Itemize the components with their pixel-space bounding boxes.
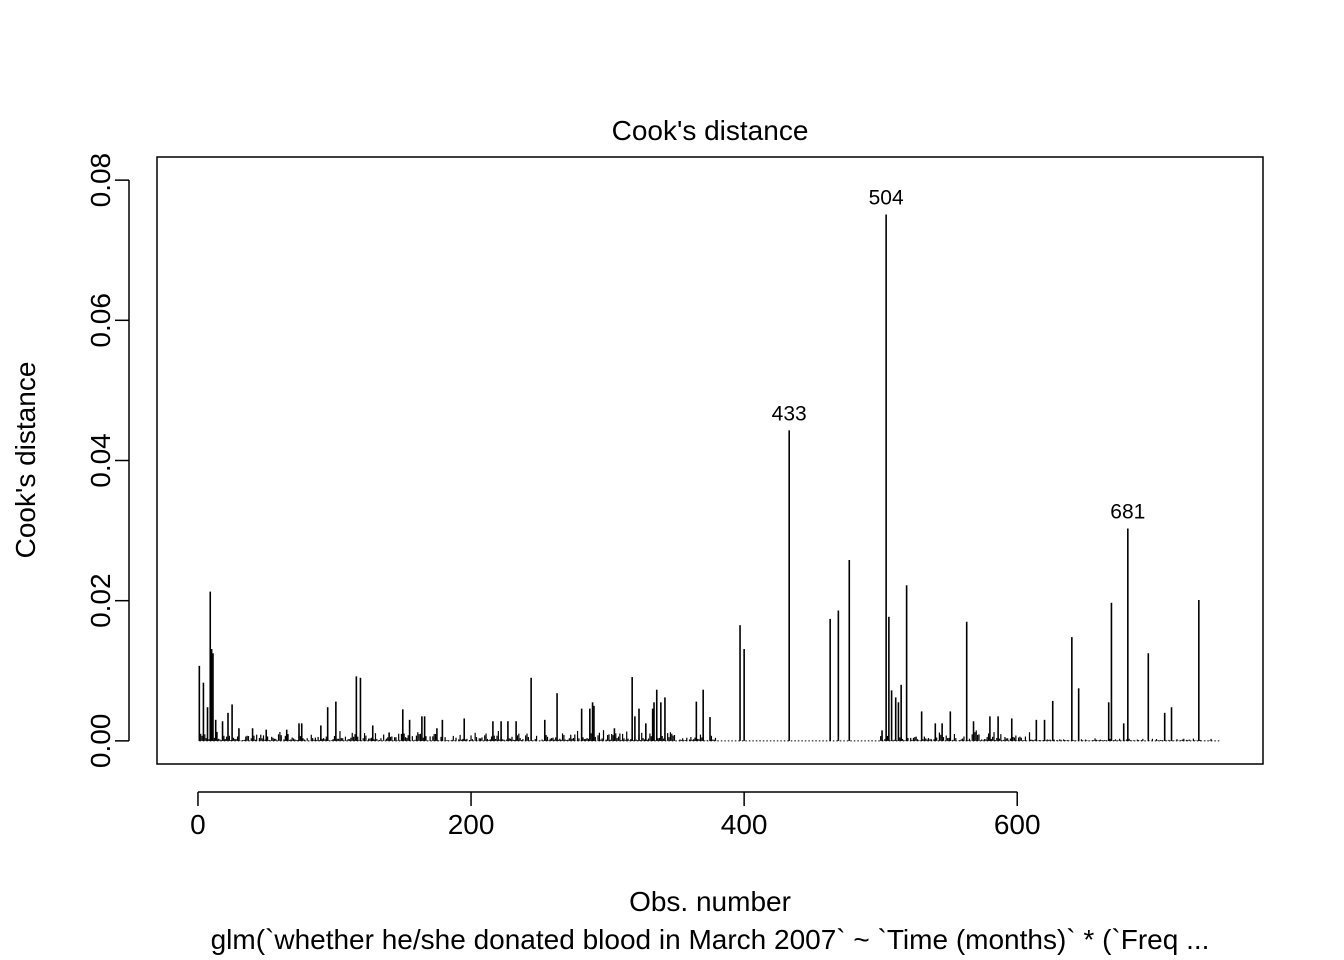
cooks-distance-spikes	[198, 214, 1220, 742]
chart-title: Cook's distance	[612, 115, 809, 146]
influential-point-labels: 433 504 681	[772, 186, 1146, 523]
influential-point-label: 504	[869, 186, 904, 209]
x-axis-ticks: 0 200 400 600	[190, 792, 1041, 840]
x-tick-label: 400	[721, 809, 768, 840]
model-formula-subtitle: glm(`whether he/she donated blood in Mar…	[211, 924, 1210, 955]
y-tick-label: 0.00	[85, 714, 116, 769]
x-tick-label: 0	[190, 809, 206, 840]
influential-point-label: 681	[1110, 500, 1145, 523]
x-tick-label: 200	[448, 809, 495, 840]
y-tick-label: 0.06	[85, 293, 116, 348]
influential-point-label: 433	[772, 402, 807, 425]
plot-frame	[156, 156, 1264, 765]
x-axis-label: Obs. number	[629, 886, 791, 917]
y-tick-label: 0.02	[85, 573, 116, 628]
y-tick-label: 0.08	[85, 153, 116, 208]
x-tick-label: 600	[994, 809, 1041, 840]
y-axis-ticks: 0.00 0.02 0.04 0.06 0.08	[85, 153, 129, 768]
y-axis-label: Cook's distance	[10, 362, 41, 559]
y-tick-label: 0.04	[85, 433, 116, 488]
